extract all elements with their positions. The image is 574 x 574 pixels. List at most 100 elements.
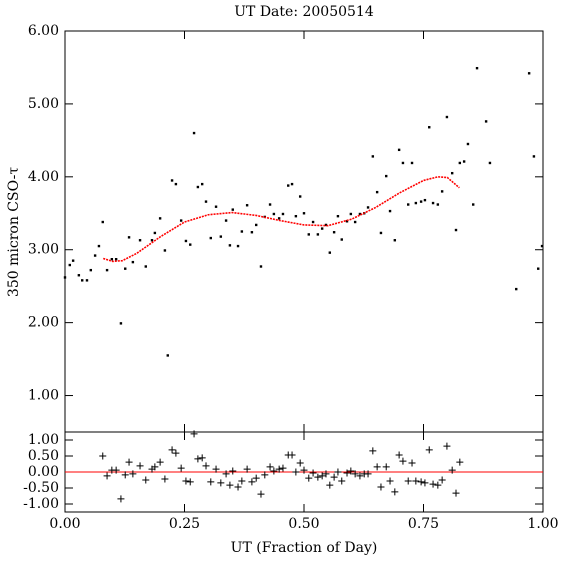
data-point [410,161,414,165]
y-tick-label: 0.50 [28,448,59,464]
residual-point [142,476,150,484]
data-point [158,217,162,220]
data-point [231,208,234,211]
data-point [170,179,174,182]
data-point [150,239,154,242]
data-point [219,235,223,238]
residual-point [177,464,185,472]
data-point [196,185,200,189]
y-tick-label: 4.00 [28,169,59,185]
residual-point [156,458,164,466]
data-point [472,203,475,206]
data-point [166,354,169,357]
residual-point [399,457,407,465]
residual-point [229,467,237,475]
data-point [138,239,142,242]
data-point [454,228,458,232]
data-point [466,142,470,146]
data-point [488,161,492,165]
y-tick-label: -1.00 [23,496,59,512]
residual-point [190,430,198,438]
data-point [127,236,131,239]
data-point [114,258,118,261]
residual-point [129,470,137,478]
residual-point [296,459,304,467]
fit-line [103,176,460,263]
data-point [475,66,479,70]
residual-point [243,465,251,473]
data-point [131,260,135,264]
data-point [250,231,254,234]
x-tick-label: 0.00 [49,516,80,532]
residual-point [382,463,390,471]
residual-point [121,471,129,479]
residual-point [386,477,394,485]
data-point [294,214,298,218]
data-point [184,239,188,243]
data-point [440,190,444,193]
data-point [93,254,97,257]
data-point [307,233,310,236]
residual-point [305,474,313,482]
residual-point [99,452,107,460]
y-tick-label: 1.00 [28,388,59,404]
data-point [268,203,272,206]
data-point [272,212,276,216]
residual-point [364,470,372,478]
y-tick-label: 5.00 [28,96,59,112]
data-point [101,220,104,224]
residual-point [351,470,359,478]
residual-point [202,462,210,470]
data-point [428,126,431,129]
residual-point [172,449,180,457]
x-tick-label: 0.50 [288,516,319,532]
data-point [245,204,249,207]
data-point [174,182,178,186]
data-point [290,182,294,186]
data-point [484,120,488,123]
residual-point [151,463,159,471]
residual-point [279,464,287,472]
residual-point [275,465,283,473]
residual-point [182,477,190,485]
residual-point [443,442,451,450]
data-point [77,274,81,277]
data-point [340,238,343,241]
residual-point [248,478,256,486]
data-point [81,279,84,282]
data-point [63,276,67,279]
data-point [328,251,332,254]
data-point [240,230,244,233]
data-point [287,184,290,187]
residual-point [417,478,425,486]
data-point [200,182,204,186]
data-point [445,115,449,119]
y-tick-label: 0.00 [28,464,59,480]
x-tick-label: 0.75 [408,516,439,532]
y-tick-label: 6.00 [28,23,59,39]
residual-point [452,489,460,497]
residual-point [434,481,442,489]
data-point [414,201,418,205]
y-axis-label: 350 micron CSO-τ [6,167,22,297]
data-point [366,206,370,209]
data-point [515,287,518,291]
residual-point [226,481,234,489]
residual-point [347,467,355,475]
residual-point [238,477,246,485]
data-point [124,267,127,270]
data-point [85,279,89,282]
residual-point [161,475,169,483]
chart-title: UT Date: 20050514 [234,4,374,20]
data-point [320,227,324,230]
residual-point [404,477,412,485]
data-point [527,72,531,75]
residual-point [266,463,274,471]
residual-point [261,471,269,479]
data-point [277,217,281,220]
data-point [419,200,423,203]
data-point [179,219,183,222]
residual-point [326,481,334,489]
data-point [540,244,544,248]
